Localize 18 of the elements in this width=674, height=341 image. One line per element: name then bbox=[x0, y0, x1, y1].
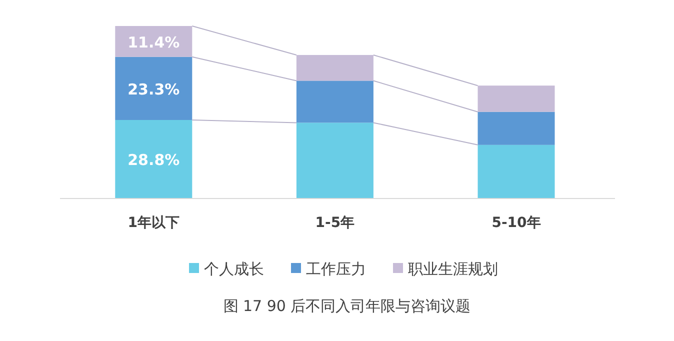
bar bbox=[296, 80, 374, 123]
data-label: 23.3% bbox=[128, 80, 180, 98]
legend-label: 个人成长 bbox=[204, 260, 264, 278]
legend-label: 职业生涯规划 bbox=[408, 260, 498, 278]
bar bbox=[478, 144, 555, 198]
bar bbox=[115, 56, 192, 120]
text: 图 17 90 后不同入司年限与咨询议题 bbox=[223, 297, 471, 315]
x-tick-label: 1-5年 bbox=[315, 215, 355, 231]
bar bbox=[296, 54, 374, 81]
bar bbox=[115, 120, 192, 198]
x-tick-label: 5-10年 bbox=[492, 215, 541, 231]
bar bbox=[478, 112, 555, 145]
legend-label: 工作压力 bbox=[306, 260, 366, 278]
x-tick-label: 1年以下 bbox=[128, 215, 180, 231]
data-label: 28.8% bbox=[128, 150, 180, 169]
bar bbox=[478, 86, 555, 112]
data-label: 11.4% bbox=[128, 33, 180, 52]
bar bbox=[296, 122, 374, 198]
